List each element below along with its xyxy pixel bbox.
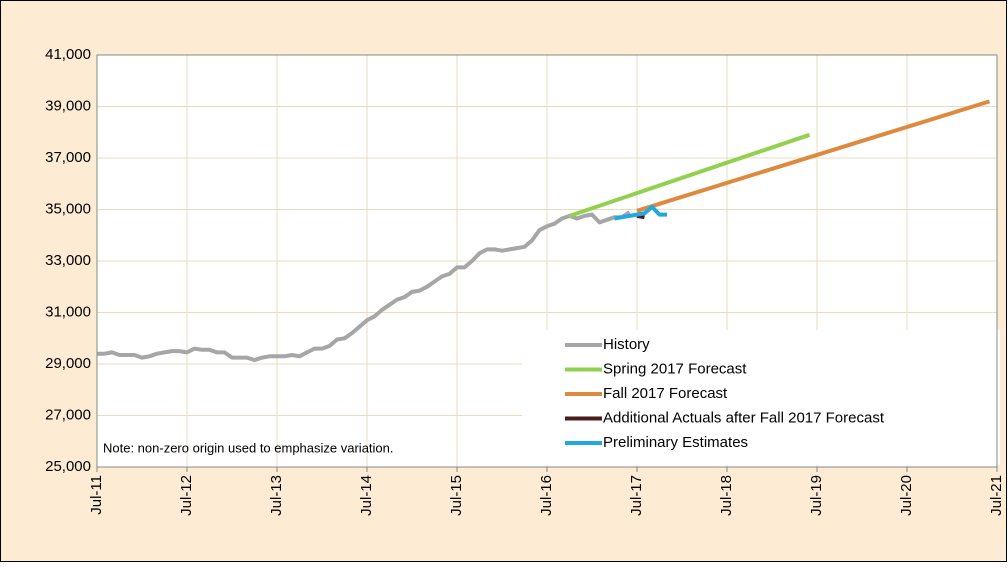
lines bbox=[97, 99, 991, 363]
legend-label: Preliminary Estimates bbox=[603, 434, 748, 451]
y-tick-label: 35,000 bbox=[45, 200, 91, 217]
legend-label: Spring 2017 Forecast bbox=[603, 360, 747, 377]
series-line bbox=[636, 99, 991, 213]
y-tick-label: 33,000 bbox=[45, 252, 91, 269]
x-tick-label: Jul-16 bbox=[538, 475, 555, 516]
x-tick-label: Jul-19 bbox=[808, 475, 825, 516]
annotation: Note: non-zero origin used to emphasize … bbox=[103, 440, 394, 455]
legend-label: Fall 2017 Forecast bbox=[603, 385, 728, 402]
x-tick-label: Jul-12 bbox=[178, 475, 195, 516]
x-tick-label: Jul-13 bbox=[268, 475, 285, 516]
y-tick-label: 25,000 bbox=[45, 458, 91, 475]
y-tick-label: 39,000 bbox=[45, 97, 91, 114]
series-line bbox=[97, 210, 631, 363]
x-tick-label: Jul-18 bbox=[718, 475, 735, 516]
y-tick-label: 41,000 bbox=[45, 46, 91, 63]
x-tick-label: Jul-14 bbox=[358, 475, 375, 516]
x-tick-label: Jul-21 bbox=[988, 475, 1005, 516]
x-tick-label: Jul-15 bbox=[448, 475, 465, 516]
x-tick-label: Jul-17 bbox=[628, 475, 645, 516]
series-line bbox=[568, 132, 811, 218]
legend-label: History bbox=[603, 336, 650, 353]
y-tick-label: 29,000 bbox=[45, 355, 91, 372]
y-tick-label: 31,000 bbox=[45, 303, 91, 320]
y-tick-label: 27,000 bbox=[45, 406, 91, 423]
x-tick-label: Jul-11 bbox=[88, 475, 105, 515]
y-tick-label: 37,000 bbox=[45, 149, 91, 166]
series-line bbox=[614, 204, 667, 221]
legend-label: Additional Actuals after Fall 2017 Forec… bbox=[603, 409, 885, 426]
x-tick-label: Jul-20 bbox=[898, 475, 915, 516]
